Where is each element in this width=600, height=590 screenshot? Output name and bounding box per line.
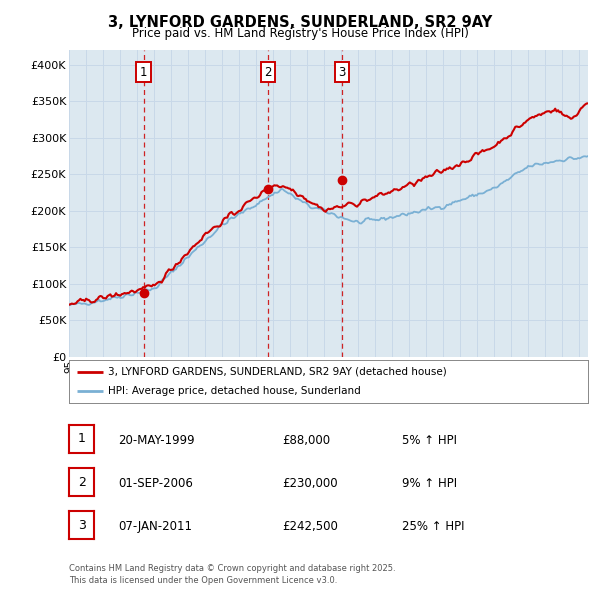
Text: 3: 3 [77,519,86,532]
Text: 3, LYNFORD GARDENS, SUNDERLAND, SR2 9AY: 3, LYNFORD GARDENS, SUNDERLAND, SR2 9AY [108,15,492,30]
Text: £88,000: £88,000 [282,434,330,447]
Text: 2: 2 [264,65,271,78]
Text: Contains HM Land Registry data © Crown copyright and database right 2025.
This d: Contains HM Land Registry data © Crown c… [69,564,395,585]
Text: 9% ↑ HPI: 9% ↑ HPI [402,477,457,490]
Text: 1: 1 [77,432,86,445]
Text: 2: 2 [77,476,86,489]
Text: 20-MAY-1999: 20-MAY-1999 [118,434,195,447]
Text: 07-JAN-2011: 07-JAN-2011 [118,520,192,533]
Text: 5% ↑ HPI: 5% ↑ HPI [402,434,457,447]
Text: 01-SEP-2006: 01-SEP-2006 [118,477,193,490]
Text: Price paid vs. HM Land Registry's House Price Index (HPI): Price paid vs. HM Land Registry's House … [131,27,469,40]
Text: HPI: Average price, detached house, Sunderland: HPI: Average price, detached house, Sund… [108,386,361,396]
Text: £230,000: £230,000 [282,477,338,490]
Text: 1: 1 [140,65,147,78]
Text: 25% ↑ HPI: 25% ↑ HPI [402,520,464,533]
Text: £242,500: £242,500 [282,520,338,533]
Text: 3: 3 [338,65,345,78]
Text: 3, LYNFORD GARDENS, SUNDERLAND, SR2 9AY (detached house): 3, LYNFORD GARDENS, SUNDERLAND, SR2 9AY … [108,366,446,376]
